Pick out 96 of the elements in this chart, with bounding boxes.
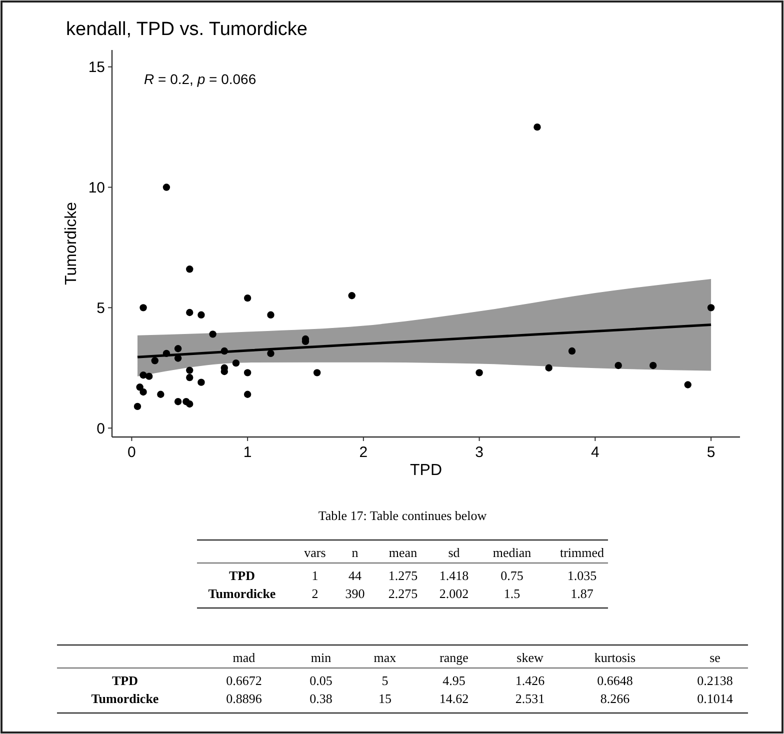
point <box>209 330 216 338</box>
text: 1.035 <box>567 568 597 583</box>
point <box>145 372 153 380</box>
point <box>186 308 194 316</box>
point <box>198 378 205 386</box>
text: 1.87 <box>570 586 594 601</box>
text: 2.275 <box>388 586 418 601</box>
point <box>186 366 194 374</box>
point <box>313 369 321 376</box>
text: 14.62 <box>439 691 469 706</box>
point <box>162 184 170 191</box>
point <box>220 347 228 355</box>
point <box>244 294 252 302</box>
point <box>545 364 552 372</box>
category-label: TPD <box>112 673 138 688</box>
text: 2 <box>312 586 318 601</box>
point <box>232 359 240 367</box>
point <box>707 304 715 312</box>
point <box>174 354 182 362</box>
point <box>244 390 252 398</box>
y-tick-label: 10 <box>88 180 105 197</box>
text: 2.002 <box>439 586 469 601</box>
category-label: vars <box>304 545 326 560</box>
category-label: sd <box>448 545 460 560</box>
x-tick-label: 3 <box>475 444 484 461</box>
x-tick-label: 0 <box>128 444 136 461</box>
x-axis-title: TPD <box>410 462 442 479</box>
point <box>614 362 622 370</box>
text: 4.95 <box>442 673 466 688</box>
point <box>568 347 576 355</box>
annotation: R = 0.2, p = 0.066 <box>144 71 256 87</box>
text: 0.05 <box>310 673 332 688</box>
category-label: Tumordicke <box>91 691 159 706</box>
text: 1.5 <box>504 586 520 601</box>
point <box>186 400 194 408</box>
category-label: trimmed <box>560 545 605 560</box>
category-label: mean <box>388 545 418 560</box>
text: 390 <box>345 586 365 601</box>
chart-title: kendall, TPD vs. Tumordicke <box>66 19 308 40</box>
y-axis-title: Tumordicke <box>63 202 80 285</box>
point <box>140 304 147 312</box>
point <box>476 369 483 376</box>
x-tick-label: 4 <box>590 444 600 461</box>
x-tick-label: 5 <box>706 444 716 461</box>
point <box>186 266 194 273</box>
text: 1.418 <box>439 568 469 583</box>
category-label: Tumordicke <box>208 586 276 601</box>
category-label: min <box>310 650 332 665</box>
text: 0.6672 <box>226 673 262 688</box>
category-label: kurtosis <box>594 650 636 665</box>
text: 1.275 <box>388 568 418 583</box>
text: 0.38 <box>310 691 332 706</box>
category-label: range <box>440 650 469 665</box>
text: 15 <box>378 691 392 706</box>
point <box>151 357 158 364</box>
text: 5 <box>382 673 388 688</box>
text: 0.6648 <box>597 673 633 688</box>
text: 1.426 <box>515 673 545 688</box>
point <box>140 388 147 396</box>
category-label: median <box>492 545 532 560</box>
point <box>267 311 274 319</box>
y-tick-label: 0 <box>96 420 105 438</box>
point <box>134 402 142 410</box>
text: 1 <box>312 568 318 583</box>
y-tick-label: 15 <box>88 59 105 76</box>
point <box>186 374 194 382</box>
category-label: max <box>374 650 397 665</box>
point <box>684 381 692 388</box>
point <box>157 390 164 398</box>
point <box>198 311 205 319</box>
point <box>174 398 182 406</box>
x-tick-label: 2 <box>359 444 368 461</box>
text: 0.75 <box>500 568 524 583</box>
point <box>174 345 182 352</box>
x-tick-label: 1 <box>243 444 252 461</box>
text: 0.1014 <box>697 691 733 706</box>
text: 0.8896 <box>226 691 262 706</box>
point <box>140 372 147 379</box>
point <box>534 123 541 131</box>
text: Table 17: Table continues below <box>318 508 488 523</box>
text: 0.2138 <box>697 673 733 688</box>
text: 8.266 <box>600 691 630 706</box>
point <box>162 350 170 358</box>
category-label: se <box>710 650 721 665</box>
point <box>650 362 657 370</box>
y-tick-label: 5 <box>96 300 105 317</box>
point <box>348 292 356 300</box>
text: 44 <box>348 568 362 583</box>
category-label: TPD <box>229 568 255 583</box>
point <box>136 384 144 391</box>
category-label: skew <box>516 650 544 665</box>
text: 2.531 <box>515 691 545 706</box>
point <box>244 369 252 376</box>
category-label: mad <box>232 650 256 665</box>
category-label: n <box>352 545 359 560</box>
point <box>267 350 274 358</box>
